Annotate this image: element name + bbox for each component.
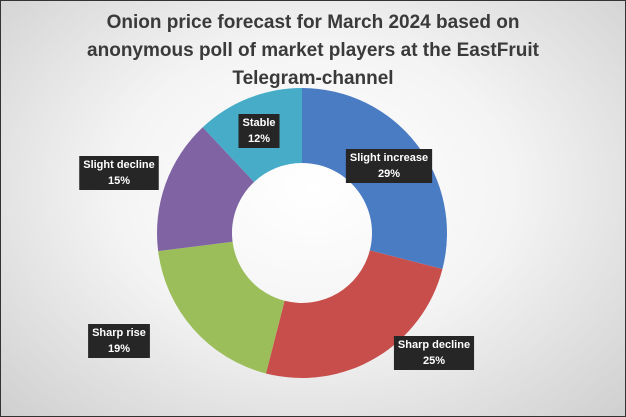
- value-label: 15%: [108, 175, 130, 187]
- category-label: Slight decline: [83, 159, 155, 171]
- donut-slice: [157, 127, 255, 252]
- data-label-box: [238, 114, 280, 148]
- donut-slice: [158, 241, 285, 374]
- data-label: Sharp rise 19%: [88, 324, 150, 358]
- category-label: Stable: [242, 117, 275, 129]
- category-label: Sharp rise: [92, 327, 146, 339]
- category-label: Sharp decline: [398, 339, 470, 351]
- data-label: Stable 12%: [238, 114, 280, 148]
- data-label-box: [345, 149, 433, 183]
- data-label-box: [79, 156, 159, 190]
- donut-slice: [265, 250, 443, 378]
- value-label: 29%: [378, 168, 400, 180]
- data-label-box: [393, 336, 475, 370]
- data-label-box: [88, 324, 150, 358]
- category-label: Slight increase: [350, 152, 428, 164]
- data-label: Slight increase 29%: [345, 149, 433, 183]
- value-label: 25%: [423, 355, 445, 367]
- chart-title: Onion price forecast for March 2024 base…: [87, 12, 539, 89]
- value-label: 19%: [108, 343, 130, 355]
- data-label: Sharp decline 25%: [393, 336, 475, 370]
- data-label: Slight decline 15%: [79, 156, 159, 190]
- value-label: 12%: [248, 133, 270, 145]
